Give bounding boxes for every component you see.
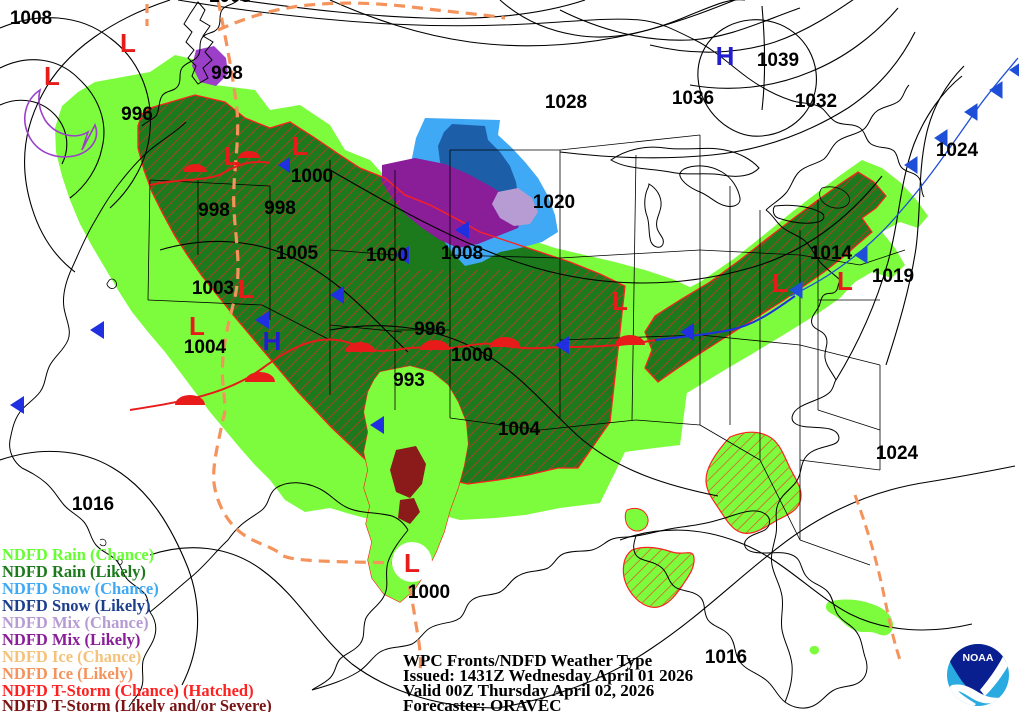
svg-text:1008: 1008 — [209, 0, 251, 7]
svg-text:L: L — [120, 28, 136, 58]
svg-text:1014: 1014 — [810, 243, 853, 264]
svg-text:1000: 1000 — [408, 582, 450, 603]
svg-text:998: 998 — [198, 200, 230, 221]
svg-text:L: L — [612, 286, 628, 316]
svg-text:998: 998 — [264, 198, 296, 219]
svg-text:1003: 1003 — [192, 278, 234, 299]
svg-text:1019: 1019 — [872, 266, 914, 287]
svg-text:H: H — [716, 41, 735, 71]
svg-text:996: 996 — [414, 319, 446, 340]
svg-text:1020: 1020 — [533, 192, 575, 213]
svg-text:1000: 1000 — [366, 245, 408, 266]
svg-text:993: 993 — [393, 370, 425, 391]
svg-text:1024: 1024 — [936, 140, 979, 161]
svg-text:L: L — [238, 274, 254, 304]
svg-text:1004: 1004 — [184, 337, 227, 358]
svg-text:998: 998 — [211, 63, 243, 84]
svg-text:1016: 1016 — [705, 647, 747, 668]
svg-text:L: L — [292, 131, 308, 161]
svg-text:L: L — [44, 61, 60, 91]
svg-text:1036: 1036 — [672, 88, 714, 109]
svg-text:Forecaster: ORAVEC: Forecaster: ORAVEC — [403, 696, 561, 712]
svg-text:1039: 1039 — [757, 50, 799, 71]
svg-text:1005: 1005 — [276, 243, 319, 264]
svg-text:1016: 1016 — [72, 494, 114, 515]
svg-text:L: L — [224, 141, 240, 171]
svg-text:L: L — [404, 548, 420, 578]
svg-text:996: 996 — [121, 104, 153, 125]
svg-text:L: L — [837, 266, 853, 296]
svg-text:1000: 1000 — [291, 166, 333, 187]
svg-text:L: L — [772, 268, 788, 298]
svg-text:NDFD T-Storm (Likely and/or Se: NDFD T-Storm (Likely and/or Severe) — [2, 696, 272, 712]
svg-text:1008: 1008 — [441, 243, 483, 264]
svg-text:1004: 1004 — [498, 419, 541, 440]
svg-text:1000: 1000 — [451, 345, 493, 366]
svg-text:NOAA: NOAA — [963, 652, 994, 664]
svg-text:H: H — [263, 326, 282, 356]
svg-text:1008: 1008 — [10, 8, 52, 29]
svg-text:1032: 1032 — [795, 91, 837, 112]
svg-text:1028: 1028 — [545, 92, 587, 113]
svg-text:1024: 1024 — [876, 443, 919, 464]
